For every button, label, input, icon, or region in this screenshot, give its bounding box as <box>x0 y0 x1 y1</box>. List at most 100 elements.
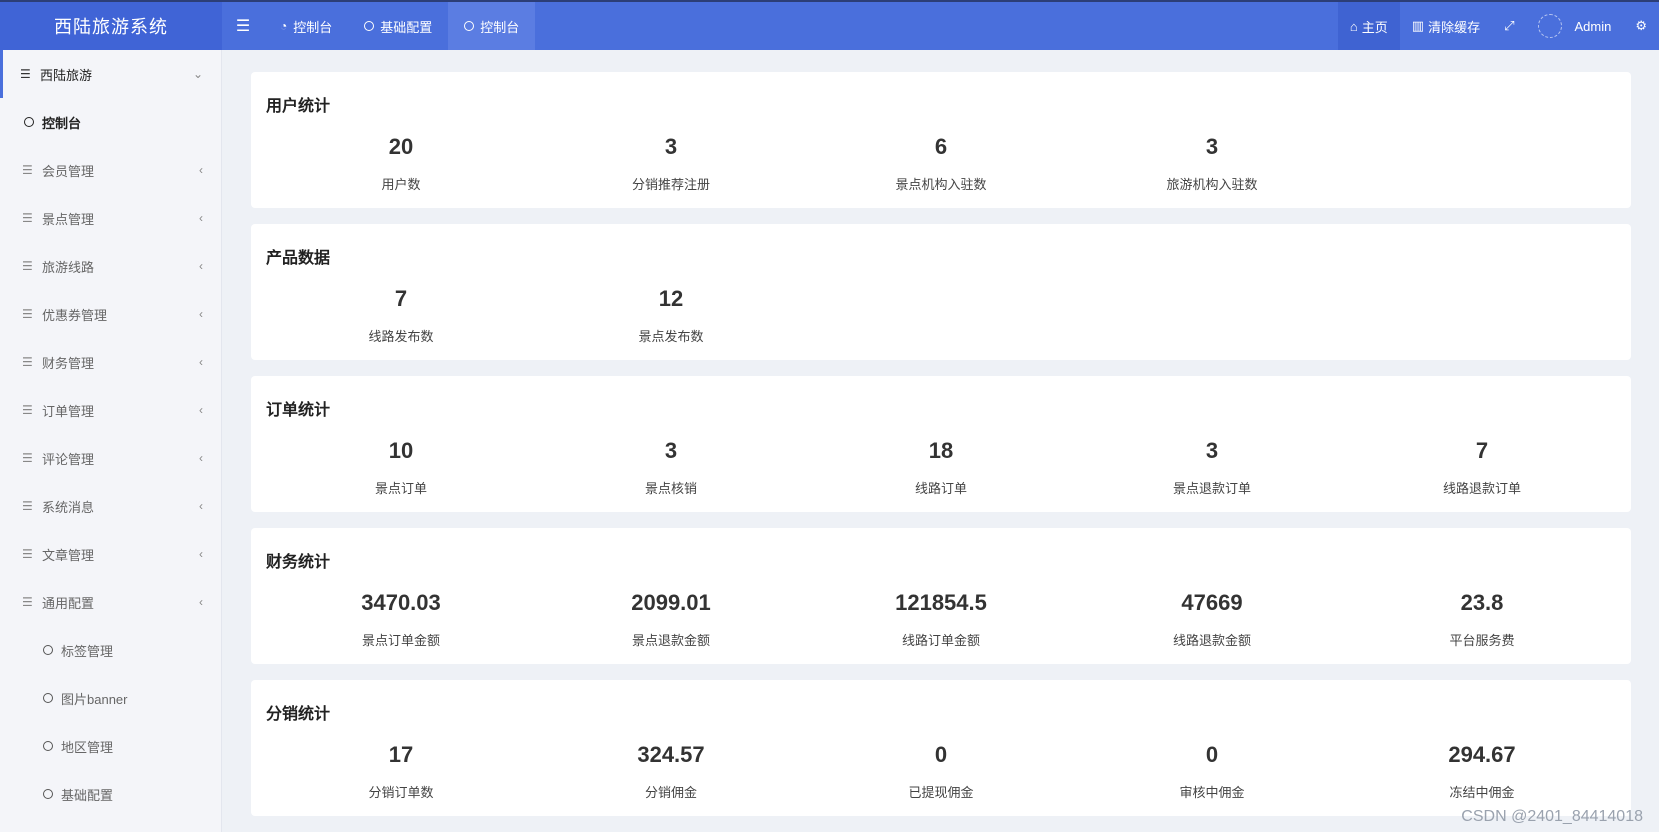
stat-item: 23.8 平台服务费 <box>1372 590 1592 649</box>
sidebar-item-spots[interactable]: ☰ 景点管理 ‹ <box>22 211 203 227</box>
circle-icon <box>364 21 375 31</box>
main-content: 用户统计 20 用户数 3 分销推荐注册 6 景点机构入驻数 3 旅游机构入驻数 产品数… <box>222 50 1659 832</box>
sidebar-item-finance[interactable]: ☰ 财务管理 ‹ <box>22 355 203 371</box>
list-icon: ☰ <box>22 211 33 225</box>
stat-item: 12 景点发布数 <box>561 286 781 345</box>
sidebar-item-messages[interactable]: ☰ 系统消息 ‹ <box>22 499 203 515</box>
list-icon: ☰ <box>22 499 33 513</box>
list-icon: ☰ <box>22 307 33 321</box>
stat-label: 线路发布数 <box>368 329 434 344</box>
stat-value: 17 <box>388 742 414 767</box>
chevron-left-icon: ‹ <box>199 547 203 561</box>
stat-item: 3470.03 景点订单金额 <box>291 590 511 649</box>
clear-cache-button[interactable]: ▥ 清除缓存 <box>1411 18 1481 35</box>
stat-item: 3 景点退款订单 <box>1102 438 1322 497</box>
stat-value: 121854.5 <box>895 590 987 615</box>
user-stats-card: 用户统计 20 用户数 3 分销推荐注册 6 景点机构入驻数 3 旅游机构入驻数 <box>251 72 1631 208</box>
order-stats-card: 订单统计 10 景点订单 3 景点核销 18 线路订单 3 景点退款订单 7 线路退款订单 <box>251 376 1631 512</box>
stat-value: 23.8 <box>1460 590 1504 615</box>
tab-label: 控制台 <box>293 19 333 35</box>
trash-icon: ▥ <box>1411 18 1425 33</box>
avatar <box>1538 14 1563 38</box>
stat-label: 分销订单数 <box>368 785 434 800</box>
sidebar-subitem-tags[interactable]: 标签管理 <box>0 626 221 674</box>
sidebar-item-articles[interactable]: ☰ 文章管理 ‹ <box>22 547 203 563</box>
tab-basic-config[interactable]: 基础配置 <box>348 2 448 50</box>
chevron-left-icon: ‹ <box>199 355 203 369</box>
chevron-left-icon: ‹ <box>199 259 203 273</box>
list-icon: ☰ <box>22 163 33 177</box>
stat-label: 景点退款金额 <box>631 633 710 648</box>
stat-value: 0 <box>934 742 948 767</box>
sidebar-subitem-basic-config[interactable]: 基础配置 <box>0 770 221 818</box>
chevron-left-icon: ‹ <box>199 499 203 513</box>
stat-value: 324.57 <box>637 742 705 767</box>
sidebar-subitem-banner[interactable]: 图片banner <box>0 674 221 722</box>
app-title[interactable]: 西陆旅游系统 <box>0 2 222 50</box>
stat-value: 7 <box>1475 438 1489 463</box>
stat-item: 2099.01 景点退款金额 <box>561 590 781 649</box>
stat-value: 12 <box>658 286 684 311</box>
user-menu[interactable]: Admin <box>1526 2 1623 50</box>
stat-label: 景点发布数 <box>638 329 704 344</box>
stat-value: 6 <box>934 134 948 159</box>
stat-item: 0 已提现佣金 <box>831 742 1051 801</box>
tab-dashboard[interactable]: ◔ 控制台 <box>264 2 348 50</box>
chevron-left-icon: ‹ <box>199 163 203 177</box>
list-icon: ☰ <box>22 259 33 273</box>
expand-icon: ⤢ <box>1504 18 1515 33</box>
dashboard-icon: ◔ <box>280 19 288 33</box>
stat-item: 294.67 冻结中佣金 <box>1372 742 1592 801</box>
stat-item: 6 景点机构入驻数 <box>831 134 1051 193</box>
stat-label: 平台服务费 <box>1449 633 1515 648</box>
stat-item: 18 线路订单 <box>831 438 1051 497</box>
list-icon: ☰ <box>22 547 33 561</box>
stat-label: 线路订单 <box>914 481 967 496</box>
home-button[interactable]: ⌂ 主页 <box>1337 2 1400 50</box>
gear-icon: ⚙ <box>1635 18 1647 33</box>
sidebar-item-routes[interactable]: ☰ 旅游线路 ‹ <box>22 259 203 275</box>
stat-label: 线路退款金额 <box>1172 633 1251 648</box>
sidebar-item-coupons[interactable]: ☰ 优惠券管理 ‹ <box>22 307 203 323</box>
distribution-stats-card: 分销统计 17 分销订单数 324.57 分销佣金 0 已提现佣金 0 审核中佣金 29… <box>251 680 1631 816</box>
circle-icon <box>43 741 53 751</box>
stat-label: 分销佣金 <box>644 785 697 800</box>
stat-label: 已提现佣金 <box>908 785 974 800</box>
circle-icon <box>24 117 34 127</box>
stat-value: 10 <box>388 438 414 463</box>
tab-label: 基础配置 <box>380 19 433 35</box>
stat-label: 景点机构入驻数 <box>895 177 987 192</box>
card-title: 分销统计 <box>266 706 331 723</box>
stat-item: 3 景点核销 <box>561 438 781 497</box>
stat-item: 20 用户数 <box>291 134 511 193</box>
stat-item: 324.57 分销佣金 <box>561 742 781 801</box>
sidebar-item-dashboard[interactable]: 控制台 <box>0 98 221 146</box>
card-title: 用户统计 <box>266 98 331 115</box>
stat-value: 3 <box>664 134 678 159</box>
fullscreen-button[interactable]: ⤢ <box>1492 2 1526 50</box>
sidebar-item-general-config[interactable]: ☰ 通用配置 ‹ <box>22 595 203 611</box>
stat-value: 294.67 <box>1448 742 1516 767</box>
card-title: 财务统计 <box>266 554 331 571</box>
stat-item: 10 景点订单 <box>291 438 511 497</box>
stat-value: 3 <box>664 438 678 463</box>
chevron-left-icon: ‹ <box>199 403 203 417</box>
sidebar-item-orders[interactable]: ☰ 订单管理 ‹ <box>22 403 203 419</box>
card-title: 订单统计 <box>266 402 331 419</box>
chevron-left-icon: ‹ <box>199 211 203 225</box>
stat-label: 线路退款订单 <box>1442 481 1521 496</box>
stat-item: 47669 线路退款金额 <box>1102 590 1322 649</box>
tab-dashboard-active[interactable]: 控制台 <box>448 2 536 50</box>
sidebar-item-members[interactable]: ☰ 会员管理 ‹ <box>22 163 203 179</box>
sidebar-subitem-regions[interactable]: 地区管理 <box>0 722 221 770</box>
sidebar-group-xilu[interactable]: ☰ 西陆旅游 ⌄ <box>0 50 221 98</box>
stat-label: 旅游机构入驻数 <box>1166 177 1258 192</box>
list-icon: ☰ <box>22 355 33 369</box>
stat-label: 景点订单金额 <box>361 633 440 648</box>
chevron-left-icon: ‹ <box>199 451 203 465</box>
menu-toggle-button[interactable]: ☰ <box>222 2 264 50</box>
settings-button[interactable]: ⚙ <box>1623 2 1659 50</box>
stat-value: 18 <box>928 438 954 463</box>
stat-label: 景点订单 <box>374 481 427 496</box>
sidebar-item-comments[interactable]: ☰ 评论管理 ‹ <box>22 451 203 467</box>
